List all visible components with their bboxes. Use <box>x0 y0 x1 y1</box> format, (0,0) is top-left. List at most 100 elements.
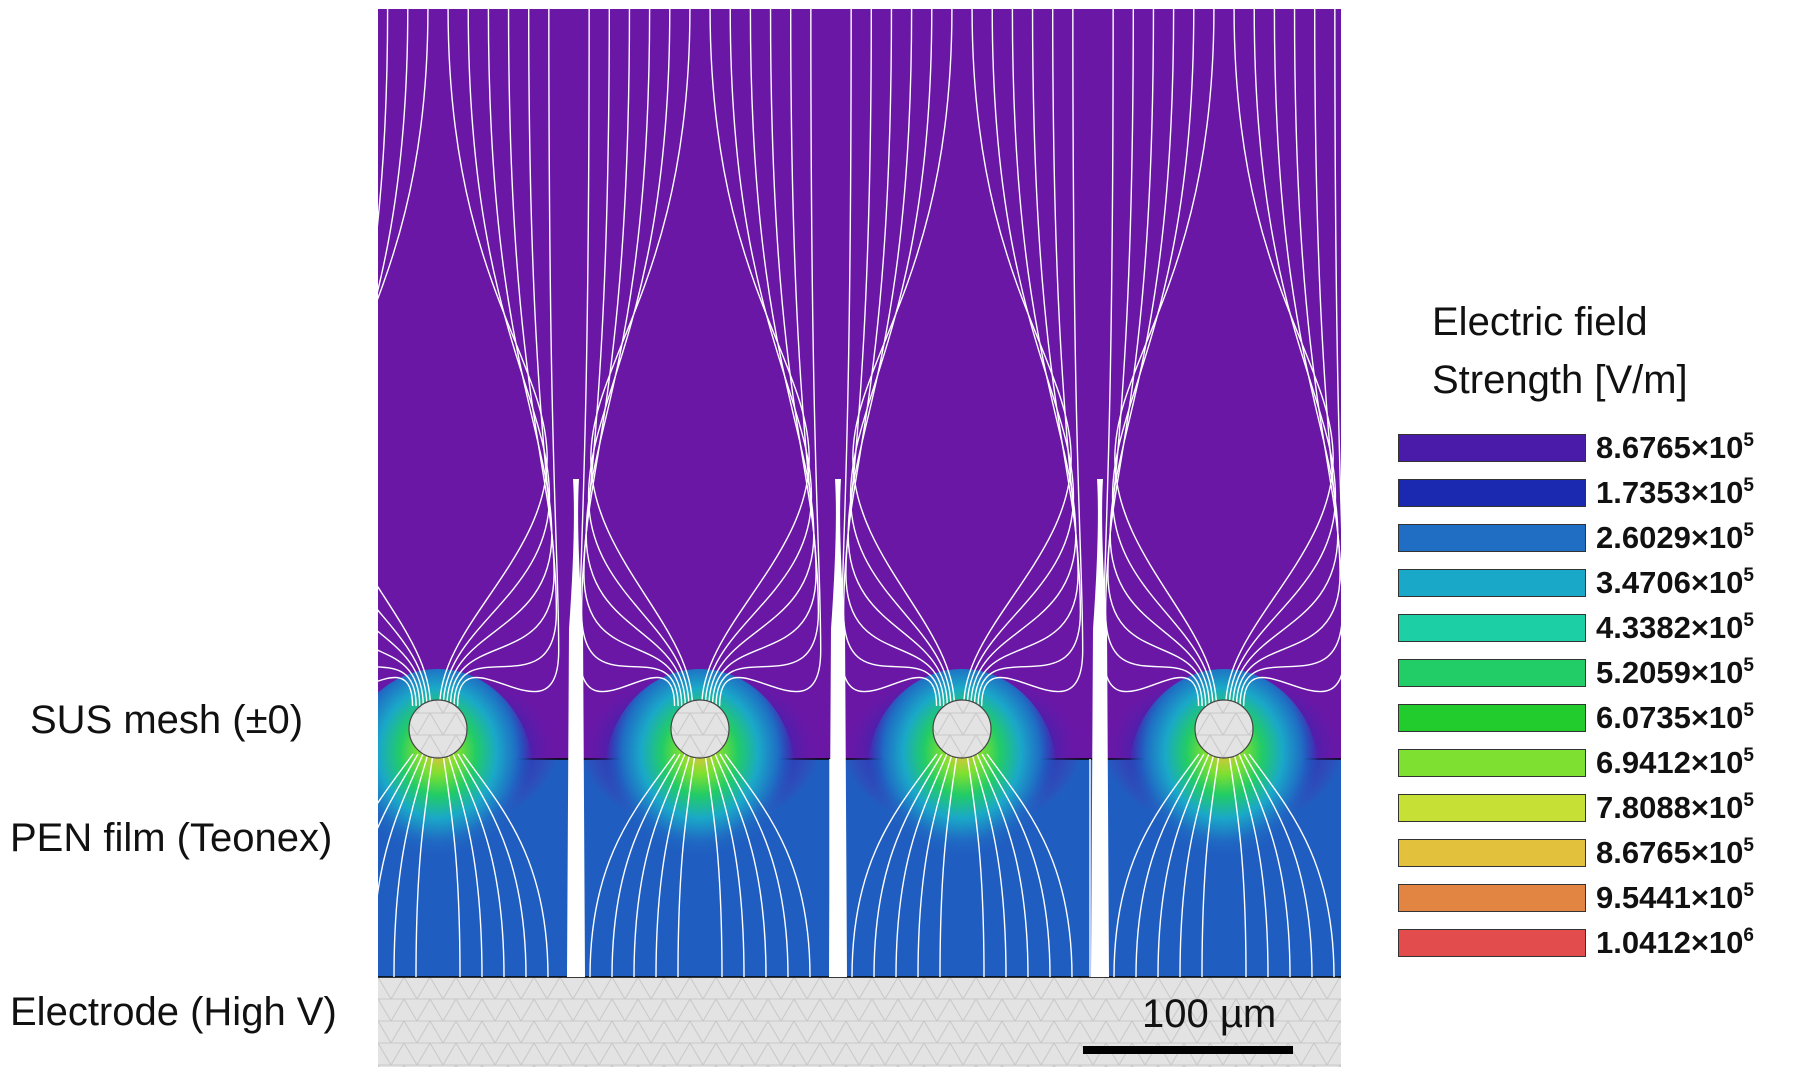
field-line <box>677 753 696 978</box>
legend-value: 9.5441×105 <box>1596 880 1754 915</box>
legend-swatch <box>1398 569 1586 597</box>
field-line <box>590 9 694 707</box>
field-line <box>378 753 424 896</box>
legend-value: 8.6765×105 <box>1596 430 1754 465</box>
field-line <box>709 753 745 978</box>
legend-swatch <box>1398 884 1586 912</box>
field-line-bundle <box>567 479 585 977</box>
field-line <box>981 753 1051 978</box>
legend-entry: 6.0735×105 <box>1398 700 1798 744</box>
field-line <box>1113 753 1200 978</box>
field-line <box>1111 9 1214 707</box>
field-line <box>704 753 723 978</box>
field-line <box>963 9 1072 707</box>
field-line <box>580 9 679 707</box>
legend-swatch <box>1398 794 1586 822</box>
field-line <box>719 753 789 978</box>
field-line <box>393 753 429 978</box>
field-line <box>939 753 958 978</box>
legend-value: 5.2059×105 <box>1596 655 1754 690</box>
field-line <box>966 753 985 978</box>
field-line-bundle <box>829 479 847 977</box>
field-line <box>378 753 414 804</box>
scale-bar <box>1083 1046 1293 1054</box>
field-line <box>442 753 461 978</box>
mesh-label: SUS mesh (±0) <box>30 698 304 742</box>
field-line <box>977 9 1082 707</box>
field-line <box>1179 753 1215 978</box>
field-simulation <box>378 9 1341 1067</box>
field-line <box>980 9 1084 707</box>
legend-entry: 1.0412×106 <box>1398 925 1798 969</box>
scale-bar-label: 100 µm <box>1142 992 1277 1036</box>
mesh-wire <box>1194 699 1254 759</box>
field-line <box>1239 9 1341 707</box>
field-line <box>462 753 549 978</box>
field-line <box>378 676 414 707</box>
field-line <box>453 9 558 707</box>
legend-value: 2.6029×105 <box>1596 520 1754 555</box>
field-line <box>852 9 956 707</box>
field-line <box>1233 753 1269 978</box>
legend-value: 8.6765×105 <box>1596 835 1754 870</box>
field-line <box>724 753 811 978</box>
field-line <box>442 9 551 707</box>
field-line <box>1238 753 1291 978</box>
legend-swatch <box>1398 929 1586 957</box>
legend-value: 7.8088×105 <box>1596 790 1754 825</box>
field-line <box>633 753 686 978</box>
field-line <box>447 753 483 978</box>
mesh-wire <box>670 699 730 759</box>
legend-swatch <box>1398 524 1586 552</box>
legend-entry: 9.5441×105 <box>1398 880 1798 924</box>
field-line <box>1135 753 1205 978</box>
field-line <box>1242 9 1341 707</box>
legend-swatch <box>1398 839 1586 867</box>
field-line <box>971 753 1007 978</box>
field-line <box>1104 9 1203 707</box>
field-line <box>917 753 953 978</box>
legend-value: 6.0735×105 <box>1596 700 1754 735</box>
field-line <box>1157 753 1210 978</box>
field-line-gaps <box>567 479 1109 977</box>
legend-entry: 8.6765×105 <box>1398 835 1798 879</box>
field-line <box>1201 753 1220 978</box>
field-line <box>701 9 810 707</box>
field-line <box>378 753 419 830</box>
field-line <box>1228 9 1337 707</box>
legend-entry: 8.6765×105 <box>1398 430 1798 474</box>
field-line <box>457 753 527 978</box>
field-line <box>378 666 417 707</box>
legend-entry: 1.7353×105 <box>1398 475 1798 519</box>
legend-value: 4.3382×105 <box>1596 610 1754 645</box>
field-line <box>456 9 560 707</box>
field-line <box>714 753 767 978</box>
field-lines <box>378 9 1341 978</box>
film-label: PEN film (Teonex) <box>10 816 333 860</box>
legend-entry: 6.9412×105 <box>1398 745 1798 789</box>
mesh-wire <box>932 699 992 759</box>
legend-title-line2: Strength [V/m] <box>1432 358 1688 402</box>
legend-entry: 3.4706×105 <box>1398 565 1798 609</box>
mesh-wires <box>408 699 1254 759</box>
legend-value: 1.7353×105 <box>1596 475 1754 510</box>
legend-swatch <box>1398 704 1586 732</box>
field-line <box>966 9 1075 707</box>
field-line <box>378 9 424 707</box>
field-line <box>1114 9 1218 707</box>
field-line <box>1225 9 1334 707</box>
field-line <box>589 753 676 978</box>
legend-value: 1.0412×106 <box>1596 925 1754 960</box>
field-hotspot <box>605 669 795 879</box>
field-line <box>378 9 432 707</box>
field-line <box>842 9 941 707</box>
mesh-wire <box>408 699 468 759</box>
field-hotspot <box>1129 669 1319 879</box>
field-line <box>976 753 1029 978</box>
field-hotspot <box>867 669 1057 879</box>
electrode-label: Electrode (High V) <box>10 990 337 1034</box>
legend-entry: 7.8088×105 <box>1398 790 1798 834</box>
field-line <box>895 753 948 978</box>
field-line <box>611 753 681 978</box>
field-line <box>378 9 428 707</box>
